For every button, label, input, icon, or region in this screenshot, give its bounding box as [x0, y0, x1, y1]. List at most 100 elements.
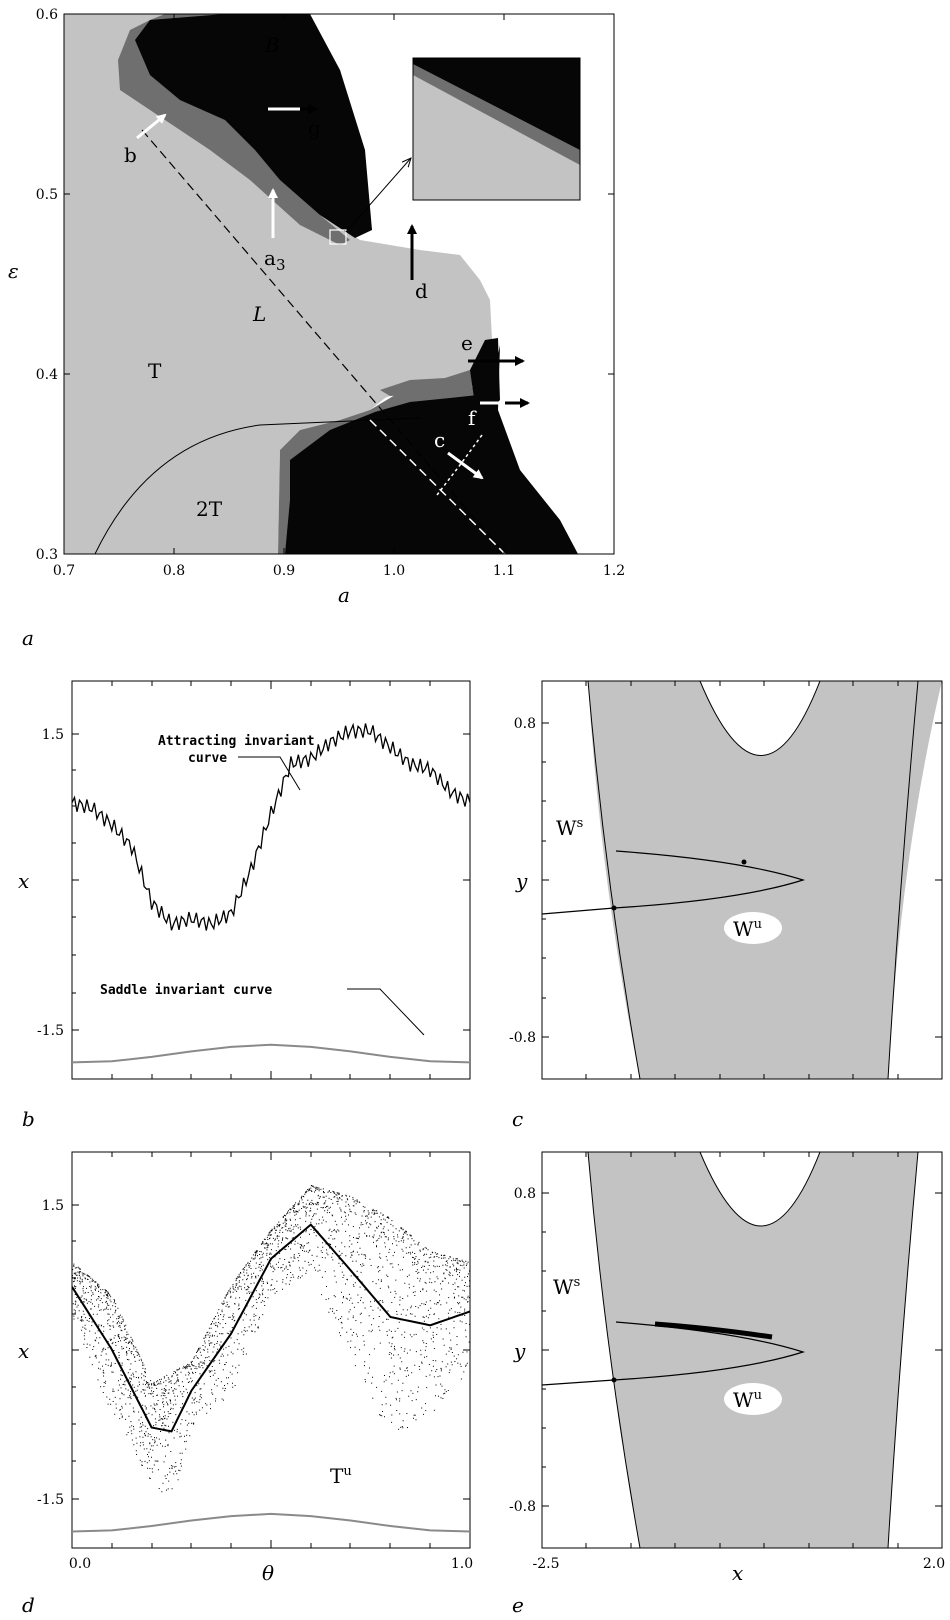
axes-frame-a [63, 13, 615, 555]
ytick-label: 0.8 [514, 716, 536, 732]
ticks-c [542, 681, 942, 1079]
ticks-b [72, 681, 470, 1079]
saddle-point-e [611, 1377, 617, 1383]
region-label-T: T [148, 359, 162, 383]
leader-attracting [238, 756, 301, 791]
region-lower-dark [285, 345, 578, 554]
attractor-point-c [741, 859, 747, 865]
manifold-Wu-e [542, 1321, 805, 1386]
curve-label-L: L [252, 302, 266, 326]
y-axis-label-a: ε [8, 259, 19, 283]
chaotic-attractor-e [654, 1321, 773, 1340]
xtick-label: 0.7 [53, 563, 75, 579]
region-T-light [64, 14, 492, 554]
ytick-label: 0.8 [514, 1186, 536, 1202]
xtick-label: 2.0 [923, 1556, 945, 1572]
saddle-invariant-curve [72, 1043, 470, 1064]
y-axis-label-d: x [18, 1339, 29, 1363]
ytick-label: -1.5 [37, 1492, 64, 1508]
region-dark-protrusion [470, 338, 500, 410]
x-ticks-a [63, 14, 615, 554]
leader-saddle [347, 988, 425, 1036]
xtick-label: 1.1 [493, 563, 515, 579]
chaotic-attractor-scatter [72, 1185, 470, 1493]
inset-source-box [329, 229, 347, 245]
region-label-2T: 2T [196, 497, 223, 521]
x-axis-label-e: x [732, 1561, 743, 1585]
label-Tu: Tu [330, 1464, 352, 1488]
basin-hole-e [699, 1152, 821, 1227]
xtick-label: 1.0 [383, 563, 405, 579]
saddle-point-c [611, 905, 617, 911]
arrow-b [136, 113, 167, 140]
panel-b: Attracting invariant curve Saddle invaria… [18, 680, 471, 1131]
label-Wu-c: Wu [733, 917, 762, 941]
region-B-dark-right [237, 14, 372, 230]
attractor-core-line [72, 1223, 470, 1433]
arrow-c [447, 451, 484, 480]
ytick-label: 0.4 [36, 367, 58, 383]
basin-boundary-left-e [587, 1152, 641, 1548]
ytick-label: -1.5 [37, 1023, 64, 1039]
curve-2T-boundary [94, 417, 421, 554]
xtick-label: 0.0 [69, 1556, 91, 1572]
ytick-label: 0.3 [36, 547, 58, 563]
ytick-label: 0.5 [36, 187, 58, 203]
ticks-d [72, 1152, 470, 1548]
attracting-invariant-curve [72, 722, 470, 931]
xtick-label: 0.8 [163, 563, 185, 579]
wu-label-bg-e [724, 1383, 782, 1415]
ytick-label: 1.5 [42, 1198, 64, 1214]
basin-boundary-left-c [587, 681, 641, 1079]
y-axis-label-e: y [513, 1339, 526, 1363]
scatter-points [72, 1185, 470, 1493]
arrow-label-f: f [468, 406, 477, 430]
xtick-label: 1.0 [451, 1556, 473, 1572]
label-Ws-c: Ws [556, 816, 583, 840]
basin-boundary-right-c [887, 681, 919, 1079]
label-Wu-e: Wu [733, 1388, 762, 1412]
curve-L-white [369, 419, 506, 554]
region-B-dark [135, 14, 372, 238]
panel-c: Ws Wu 0.8 -0.8 y c [509, 680, 943, 1131]
saddle-curve-Tu [72, 1512, 470, 1533]
ytick-label: -0.8 [509, 1030, 536, 1046]
y-ticks-a [64, 193, 614, 375]
annotation-attracting: Attracting invariant curve [158, 734, 315, 766]
arrow-label-d: d [415, 279, 428, 303]
arrow-label-a3: a3 [264, 246, 285, 274]
ticks-e [542, 1152, 942, 1548]
panel-letter-b: b [22, 1107, 35, 1131]
x-axis-label-a: a [338, 583, 350, 607]
xtick-label: -2.5 [533, 1556, 560, 1572]
arrow-label-c: c [434, 428, 445, 452]
region-label-B: B [264, 33, 280, 57]
panel-d: Tu 1.5 -1.5 0.0 1.0 θ x d [18, 1151, 473, 1617]
region-mid-tongue [380, 370, 478, 396]
inset-zoom [329, 57, 581, 245]
arrow-label-b: b [124, 143, 137, 167]
panel-letter-d: d [22, 1593, 35, 1617]
label-Ws-e: Ws [553, 1275, 580, 1299]
y-axis-label-c: y [515, 869, 528, 893]
panel-letter-a: a [22, 626, 34, 650]
xtick-label: 0.9 [273, 563, 295, 579]
y-axis-label-b: x [18, 869, 29, 893]
basin-hole-c [699, 681, 821, 756]
dotted-c-path [436, 434, 483, 496]
panel-letter-e: e [512, 1593, 524, 1617]
basin-boundary-right-e [887, 1152, 919, 1548]
annotation-saddle: Saddle invariant curve [100, 983, 272, 998]
curve-L [141, 129, 506, 554]
panel-letter-c: c [512, 1107, 523, 1131]
x-axis-label-d: θ [262, 1561, 274, 1585]
basin-fill-c [588, 681, 918, 1079]
arrow-label-g: g [308, 116, 321, 140]
ytick-label: 1.5 [42, 727, 64, 743]
basin-fill-e [588, 1152, 918, 1548]
panel-e: Ws Wu 0.8 -0.8 -2.5 2.0 x y e [509, 1151, 945, 1617]
ytick-label: -0.8 [509, 1499, 536, 1515]
manifold-Wu-c [542, 850, 805, 915]
wu-label-bg-c [724, 912, 782, 944]
